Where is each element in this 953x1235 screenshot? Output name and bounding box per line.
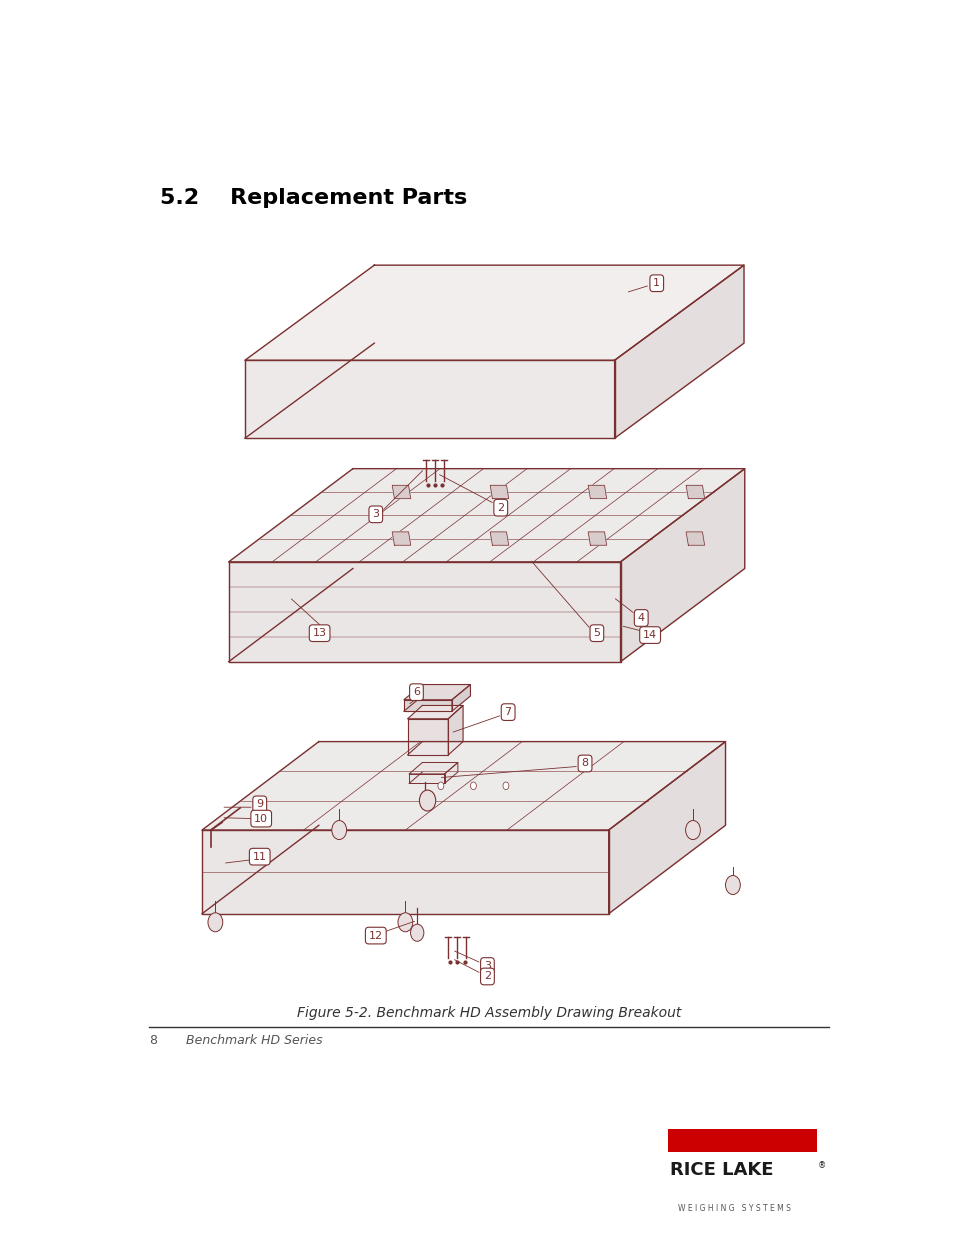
Circle shape [502,782,508,789]
Text: 1: 1 [653,278,659,288]
Text: 2: 2 [497,503,504,513]
Text: 4: 4 [637,613,644,622]
Circle shape [724,876,740,894]
Text: 7: 7 [504,708,511,718]
Polygon shape [452,684,470,711]
Text: 2: 2 [483,972,491,982]
Polygon shape [490,532,508,545]
Polygon shape [409,774,444,783]
Text: 10: 10 [253,814,268,824]
Polygon shape [392,485,411,499]
Text: Benchmark HD Series: Benchmark HD Series [186,1035,322,1047]
Polygon shape [608,741,724,914]
Polygon shape [407,719,448,755]
FancyBboxPatch shape [667,1129,816,1152]
Polygon shape [588,485,606,499]
Polygon shape [588,532,606,545]
Polygon shape [407,705,462,719]
Polygon shape [685,532,704,545]
Polygon shape [245,266,743,361]
Polygon shape [245,361,614,438]
Text: W E I G H I N G   S Y S T E M S: W E I G H I N G S Y S T E M S [677,1204,790,1213]
Circle shape [437,782,443,789]
Polygon shape [444,762,457,783]
Text: 9: 9 [256,799,263,809]
Polygon shape [202,741,724,830]
Polygon shape [403,684,470,700]
Polygon shape [202,830,608,914]
Text: 3: 3 [372,509,379,519]
Circle shape [397,913,413,931]
Circle shape [419,790,436,811]
Polygon shape [448,705,462,755]
Polygon shape [685,485,704,499]
Polygon shape [409,762,457,774]
Circle shape [208,913,222,931]
Polygon shape [392,532,411,545]
Text: 14: 14 [642,630,657,640]
Text: ®: ® [817,1161,825,1171]
Text: 13: 13 [313,629,326,638]
Text: 6: 6 [413,687,419,697]
Circle shape [685,820,700,840]
Text: 8: 8 [149,1035,156,1047]
Text: 8: 8 [581,758,588,768]
Polygon shape [619,468,744,662]
Text: Figure 5-2. Benchmark HD Assembly Drawing Breakout: Figure 5-2. Benchmark HD Assembly Drawin… [296,1007,680,1020]
Circle shape [470,782,476,789]
Polygon shape [490,485,508,499]
Text: RICE LAKE: RICE LAKE [670,1161,773,1179]
Polygon shape [229,468,744,562]
Text: 5.2    Replacement Parts: 5.2 Replacement Parts [160,188,467,209]
Circle shape [332,820,346,840]
Text: 11: 11 [253,852,267,862]
Polygon shape [229,562,619,662]
Circle shape [410,924,423,941]
Text: 5: 5 [593,629,599,638]
Polygon shape [403,700,452,711]
Polygon shape [614,266,743,438]
Text: 12: 12 [369,931,382,941]
Text: 3: 3 [483,961,491,971]
